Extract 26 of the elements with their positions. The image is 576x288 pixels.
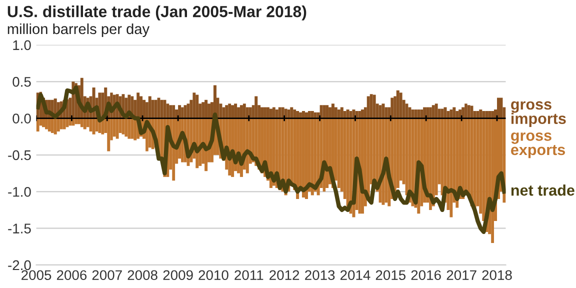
y-tick-label: -2.0 (8, 260, 31, 270)
x-tick-label: 2008 (128, 270, 158, 280)
y-tick-label: -1.0 (8, 186, 31, 197)
x-tick-label: 2017 (446, 270, 476, 280)
x-tick-label: 2009 (163, 270, 193, 280)
x-tick-label: 2007 (92, 270, 122, 280)
x-tick-label: 2013 (305, 270, 335, 280)
series-label: gross imports (511, 101, 566, 128)
x-tick-label: 2014 (340, 270, 370, 280)
x-tick-label: 2012 (270, 270, 300, 280)
series-label: gross exports (511, 132, 565, 158)
y-tick-label: 0.0 (12, 114, 31, 124)
y-tick-label: 0.5 (12, 76, 31, 87)
y-tick-label: 1.0 (13, 40, 31, 50)
x-tick-label: 2006 (56, 270, 87, 280)
x-tick-label: 2018 (482, 270, 512, 280)
y-tick-label: -1.5 (8, 224, 31, 234)
x-tick-label: 2005 (22, 270, 52, 280)
chart-title: U.S. distillate trade (Jan 2005-Mar 2018) (8, 6, 306, 20)
y-tick-label: -0.5 (8, 150, 31, 160)
x-tick-label: 2010 (198, 270, 228, 280)
x-tick-label: 2011 (234, 270, 264, 280)
chart-subtitle: million barrels per day (8, 23, 150, 38)
series-label: net trade (511, 184, 574, 196)
x-tick-label: 2015 (376, 270, 406, 280)
x-tick-label: 2016 (411, 270, 441, 280)
